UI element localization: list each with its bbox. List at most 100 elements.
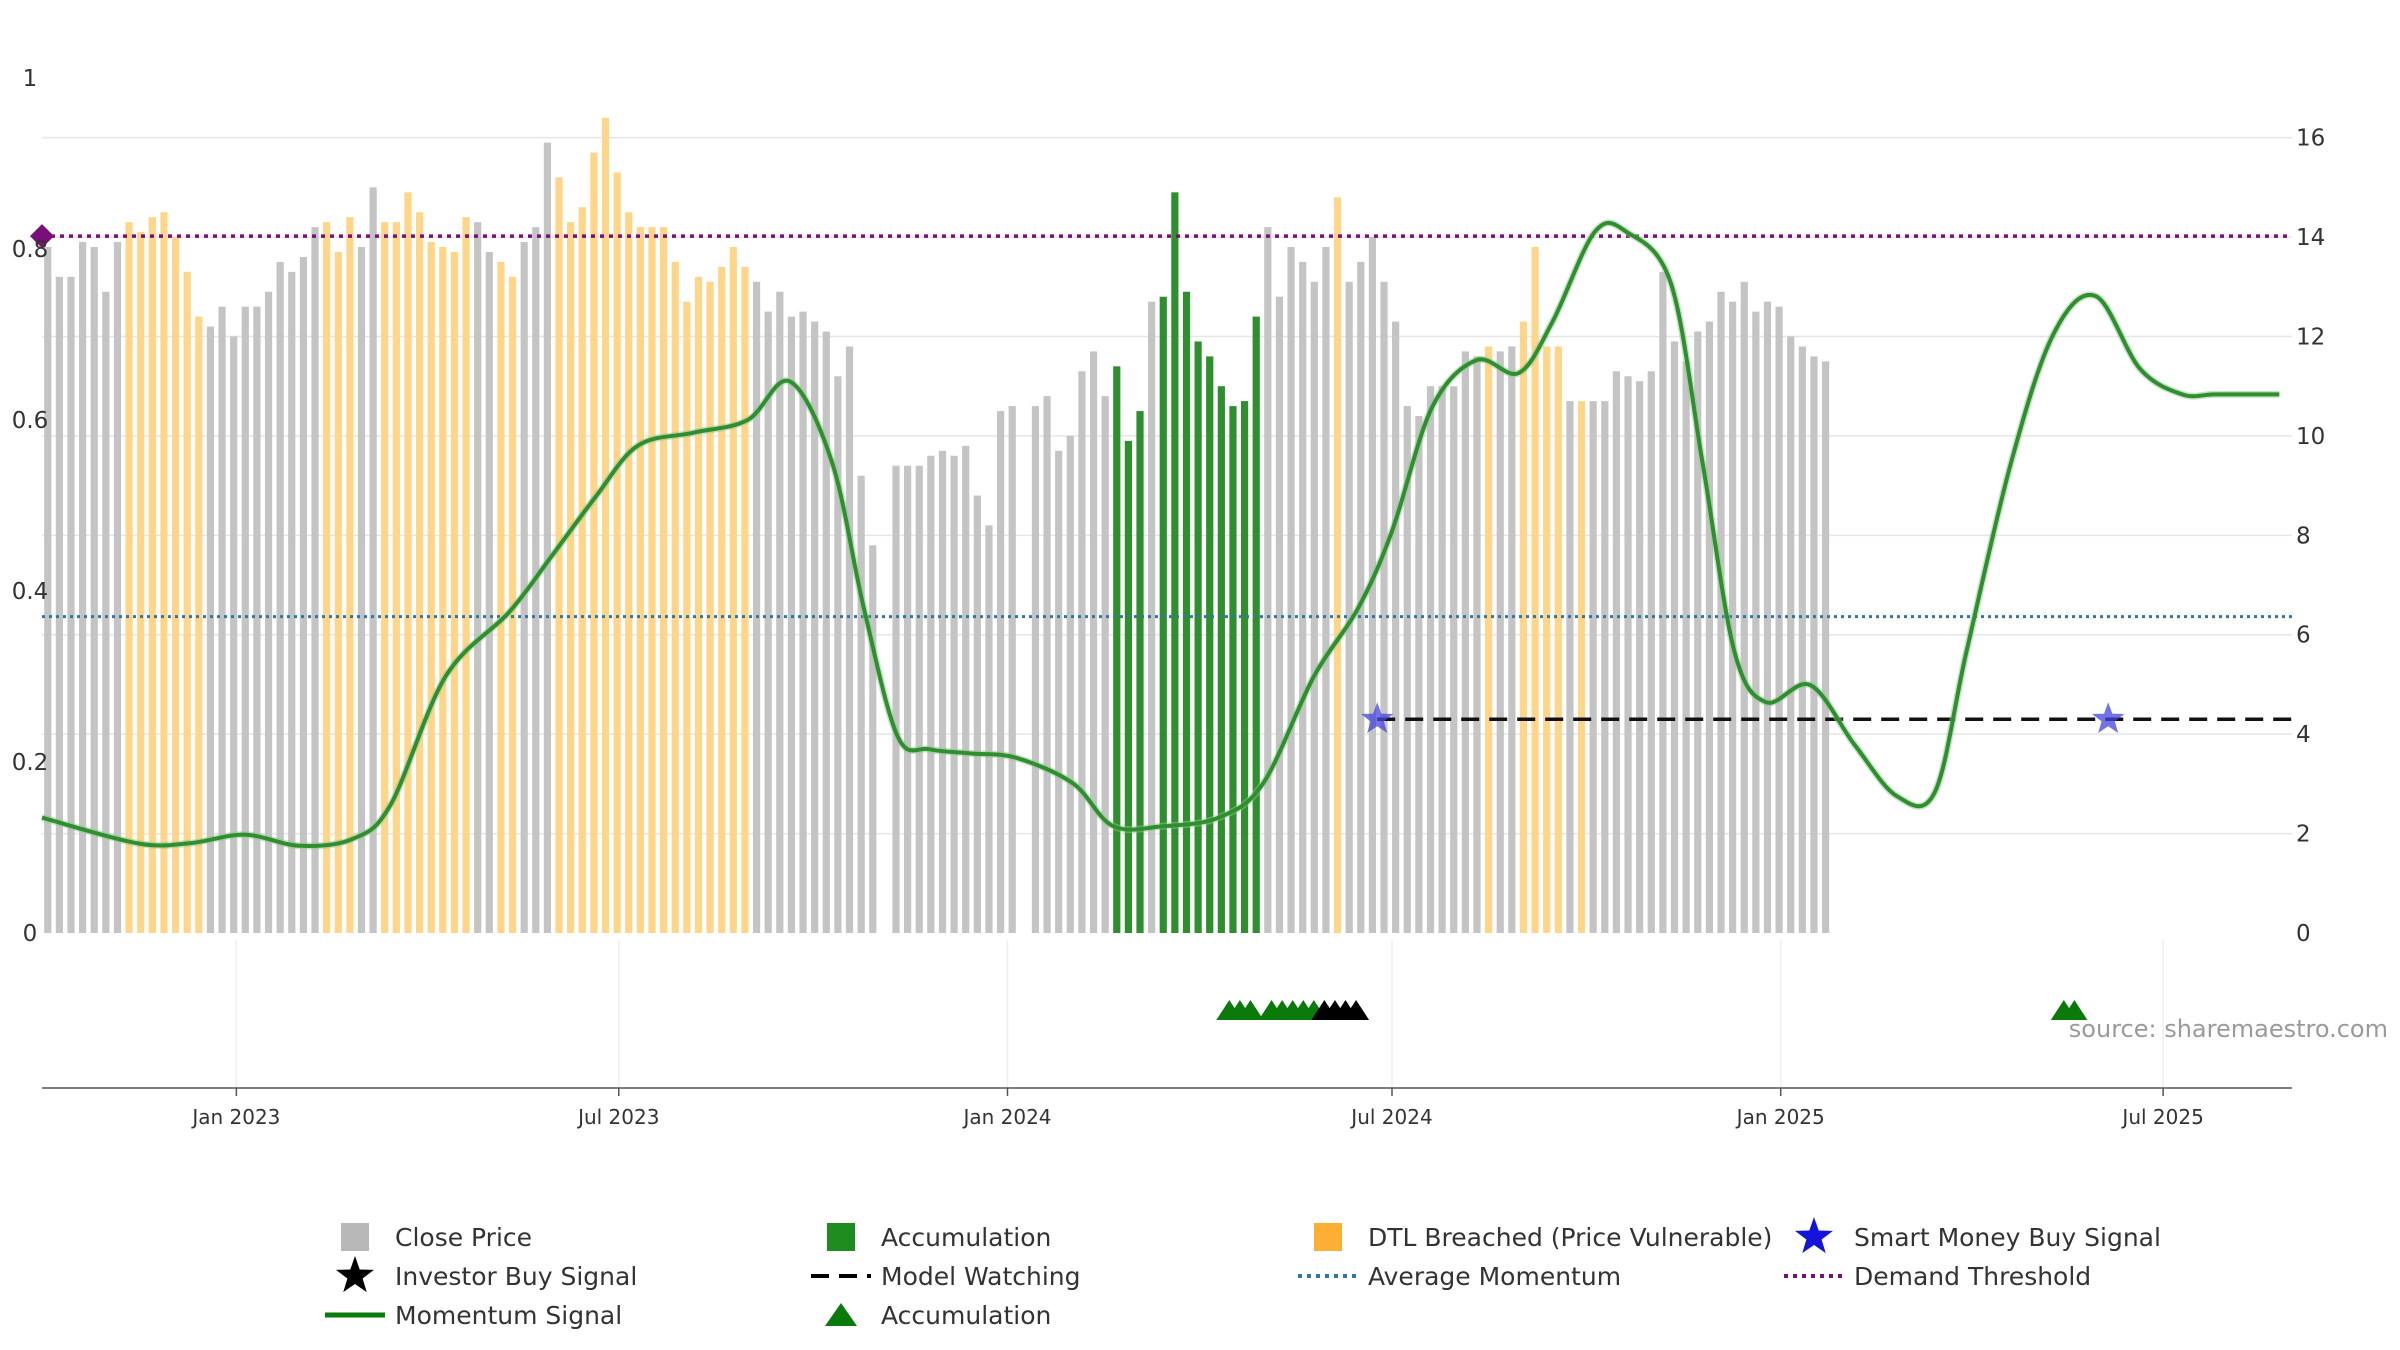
legend-symbol-9 <box>825 1303 857 1326</box>
y-right-tick-7: 14 <box>2296 225 2325 251</box>
bar-92 <box>1113 366 1121 933</box>
bar-18 <box>253 306 261 933</box>
legend-item-6: Average Momentum <box>1298 1262 1621 1291</box>
legend-label-3: Smart Money Buy Signal <box>1854 1223 2161 1252</box>
bar-30 <box>392 222 400 933</box>
bar-21 <box>288 271 296 933</box>
bar-10 <box>160 212 168 934</box>
bar-79 <box>962 445 970 933</box>
bar-57 <box>706 281 714 934</box>
bar-95 <box>1148 301 1156 933</box>
bar-81 <box>985 525 993 933</box>
bar-97 <box>1171 192 1179 933</box>
bar-23 <box>311 227 319 933</box>
bar-109 <box>1310 281 1318 934</box>
bar-25 <box>334 251 342 934</box>
bar-131 <box>1566 401 1574 933</box>
bar-146 <box>1740 281 1748 934</box>
bar-32 <box>415 212 424 934</box>
bar-127 <box>1519 321 1528 934</box>
bar-102 <box>1229 406 1237 933</box>
y-right-tick-6: 12 <box>2296 324 2325 350</box>
bar-50 <box>625 212 633 934</box>
y-right-tick-5: 10 <box>2296 424 2325 450</box>
bar-124 <box>1485 346 1493 933</box>
x-tick-4: Jan 2025 <box>1735 1105 1825 1129</box>
legend-label-6: Average Momentum <box>1368 1262 1621 1291</box>
legend-symbol-1 <box>827 1223 855 1251</box>
accumulation-triangle-2 <box>1237 999 1264 1020</box>
bar-98 <box>1182 291 1191 933</box>
bar-118 <box>1415 416 1423 933</box>
legend-symbol-2 <box>1314 1223 1342 1251</box>
legend-item-8: Momentum Signal <box>325 1301 622 1330</box>
bar-26 <box>346 217 354 934</box>
bar-24 <box>323 222 331 933</box>
bar-128 <box>1531 247 1539 934</box>
bar-106 <box>1275 296 1284 933</box>
bar-1 <box>55 276 63 933</box>
bar-132 <box>1577 401 1586 933</box>
bar-41 <box>520 242 528 933</box>
x-tick-2: Jan 2024 <box>961 1105 1051 1129</box>
bar-151 <box>1798 346 1806 933</box>
bar-71 <box>869 545 877 933</box>
bar-34 <box>439 247 447 934</box>
bar-80 <box>973 495 981 933</box>
legend-item-1: Accumulation <box>827 1223 1051 1252</box>
bar-145 <box>1729 301 1737 933</box>
bar-83 <box>1008 406 1016 933</box>
legend-label-9: Accumulation <box>881 1301 1051 1330</box>
legend-item-4: Investor Buy Signal <box>335 1256 637 1293</box>
y-left-tick-3: 0.6 <box>12 408 49 434</box>
y-right-tick-4: 8 <box>2296 523 2311 549</box>
bar-90 <box>1089 351 1098 934</box>
bar-148 <box>1763 301 1772 933</box>
y-right-tick-3: 6 <box>2296 623 2311 649</box>
bar-141 <box>1682 361 1690 933</box>
bar-77 <box>938 450 947 933</box>
bar-12 <box>183 271 191 933</box>
bar-68 <box>834 376 842 933</box>
bar-0 <box>44 247 52 934</box>
bar-89 <box>1078 371 1086 933</box>
y-right-tick-2: 4 <box>2296 722 2311 748</box>
bar-3 <box>79 242 87 933</box>
y-left-tick-5: 1 <box>23 66 38 92</box>
bar-61 <box>752 281 761 934</box>
legend-label-5: Model Watching <box>881 1262 1081 1291</box>
bar-64 <box>787 316 796 934</box>
bar-140 <box>1670 341 1679 933</box>
bar-117 <box>1403 406 1411 933</box>
bar-129 <box>1543 346 1551 933</box>
bar-28 <box>369 187 377 933</box>
y-left-tick-1: 0.2 <box>12 750 49 776</box>
bar-108 <box>1299 261 1307 933</box>
bar-111 <box>1333 197 1342 934</box>
bar-126 <box>1508 346 1516 933</box>
bar-65 <box>799 311 807 933</box>
bar-96 <box>1159 296 1167 933</box>
grid <box>42 136 2292 1088</box>
bar-152 <box>1810 356 1818 934</box>
bar-54 <box>671 261 679 933</box>
bar-73 <box>892 465 900 933</box>
legend: Close Price Accumulation DTL Breached (Pri… <box>325 1217 2161 1330</box>
bar-16 <box>230 336 238 933</box>
y-left-tick-2: 0.4 <box>12 579 49 605</box>
bar-58 <box>718 266 726 933</box>
signal-markers <box>1216 702 2125 1020</box>
bar-104 <box>1252 316 1260 934</box>
bar-137 <box>1636 381 1644 933</box>
bar-7 <box>125 222 133 933</box>
momentum-signal-path <box>41 221 2280 848</box>
bar-5 <box>102 291 110 933</box>
bar-86 <box>1043 396 1051 933</box>
x-tick-1: Jul 2023 <box>576 1105 659 1129</box>
bar-139 <box>1659 271 1667 933</box>
bar-110 <box>1322 247 1330 934</box>
bar-76 <box>927 455 935 933</box>
legend-item-2: DTL Breached (Price Vulnerable) <box>1314 1223 1772 1252</box>
bar-135 <box>1612 371 1621 933</box>
